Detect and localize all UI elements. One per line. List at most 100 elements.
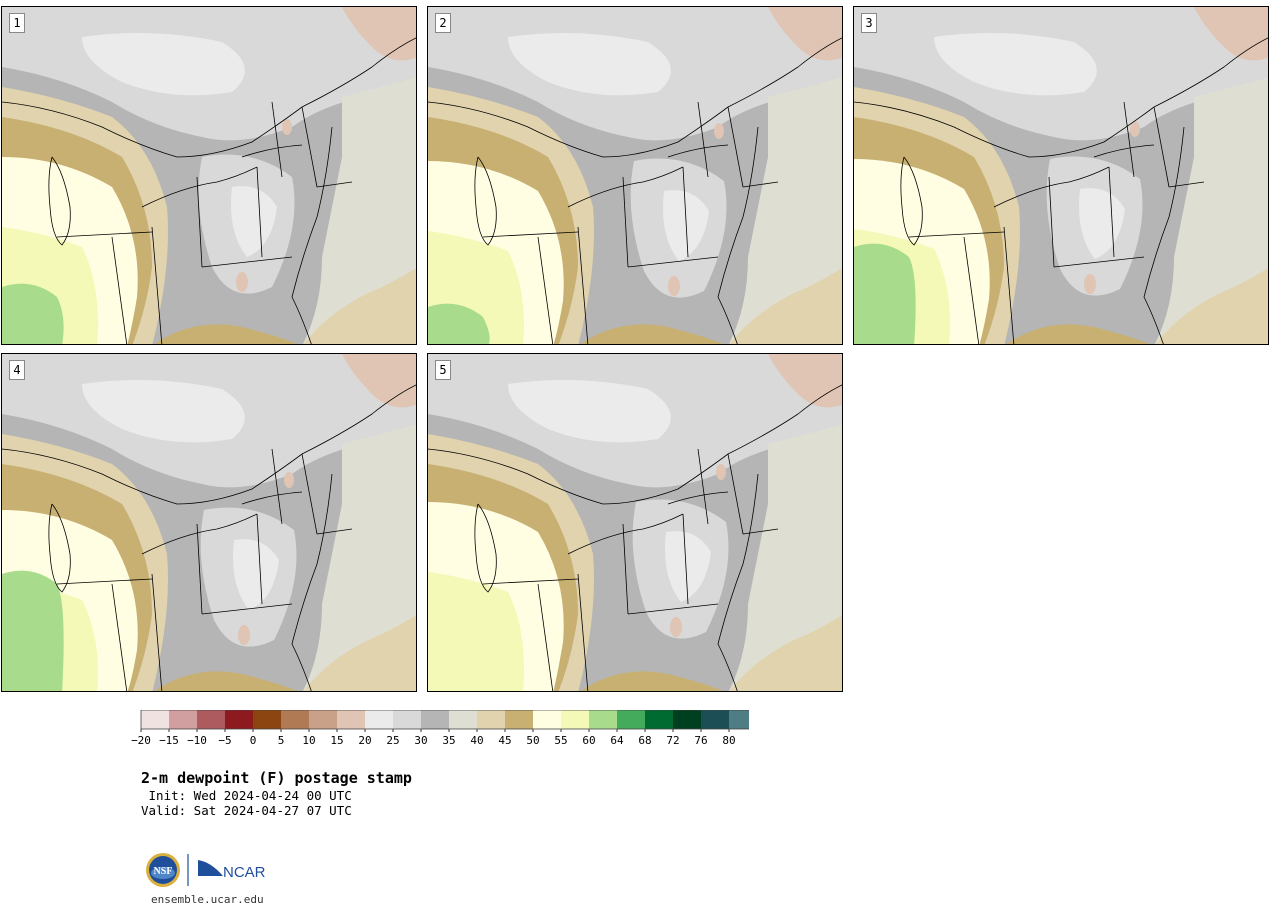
shading-20-interior bbox=[665, 531, 711, 602]
boundary-line bbox=[854, 37, 1268, 158]
dewpoint-map-5 bbox=[428, 354, 842, 691]
colorbar-swatch bbox=[589, 710, 617, 729]
boundary-line bbox=[908, 231, 1005, 238]
boundary-line bbox=[577, 573, 589, 691]
colorbar-swatch bbox=[505, 710, 533, 729]
colorbar-tick-label: 30 bbox=[414, 734, 427, 747]
init-time: Init: Wed 2024-04-24 00 UTC bbox=[141, 788, 352, 803]
colorbar-swatch bbox=[701, 710, 729, 729]
shading-40-ocean-south bbox=[303, 615, 416, 691]
colorbar-swatch bbox=[421, 710, 449, 729]
colorbar-swatch bbox=[281, 710, 309, 729]
boundary-line bbox=[622, 523, 629, 615]
boundary-line bbox=[667, 144, 729, 158]
boundary-line bbox=[56, 578, 153, 585]
boundary-line bbox=[241, 144, 303, 158]
colorbar-tick-label: 15 bbox=[330, 734, 343, 747]
boundary-line bbox=[151, 573, 163, 691]
plot-title: 2-m dewpoint (F) postage stamp bbox=[141, 769, 412, 787]
colorbar-swatch bbox=[729, 710, 749, 729]
shading-55-west bbox=[428, 572, 524, 691]
boundary-line bbox=[667, 491, 729, 505]
panel-number-label: 5 bbox=[435, 360, 451, 380]
boundary-line bbox=[256, 166, 263, 258]
shading-35-ocean bbox=[1154, 77, 1268, 344]
ncar-logo: NCAR bbox=[198, 860, 266, 881]
boundary-line bbox=[1003, 226, 1015, 344]
boundary-line bbox=[482, 578, 579, 585]
panel-number-label: 3 bbox=[861, 13, 877, 33]
colorbar-swatch bbox=[169, 710, 197, 729]
shading-35-ocean bbox=[302, 77, 416, 344]
shading-15-patch bbox=[670, 617, 682, 637]
boundary-line bbox=[241, 491, 303, 505]
boundary-line bbox=[727, 453, 744, 535]
shading-40-ocean-south bbox=[729, 268, 842, 344]
dewpoint-map-3 bbox=[854, 7, 1268, 344]
colorbar-tick-label: 80 bbox=[722, 734, 735, 747]
boundary-line bbox=[567, 166, 684, 208]
boundary-line bbox=[697, 101, 709, 178]
boundary-line bbox=[682, 166, 689, 258]
colorbar-tick-label: 76 bbox=[694, 734, 707, 747]
boundary-line bbox=[301, 453, 318, 535]
colorbar-swatch bbox=[533, 710, 561, 729]
shading-15-northeast bbox=[768, 7, 842, 61]
colorbar-tick-label: 5 bbox=[278, 734, 285, 747]
colorbar-tick-label: 20 bbox=[358, 734, 371, 747]
colorbar-tick-label: −10 bbox=[187, 734, 207, 747]
boundary-line bbox=[1153, 106, 1170, 188]
shading-15-patch bbox=[282, 119, 292, 135]
shading-20-interior bbox=[231, 186, 277, 257]
colorbar-swatch bbox=[141, 710, 169, 729]
colorbar-swatch bbox=[477, 710, 505, 729]
boundary-line bbox=[316, 528, 353, 535]
boundary-line bbox=[48, 503, 71, 593]
stamp-panel-2: 2 bbox=[427, 6, 843, 345]
colorbar-tick-label: 45 bbox=[498, 734, 511, 747]
boundary-line bbox=[474, 503, 497, 593]
shading-45-southeast bbox=[154, 671, 298, 691]
boundary-line bbox=[717, 126, 759, 344]
boundary-line bbox=[2, 37, 416, 158]
colorbar-swatch bbox=[673, 710, 701, 729]
shading-60-west bbox=[2, 283, 64, 344]
shading-20-north bbox=[934, 33, 1097, 96]
ncar-logo-text: NCAR bbox=[223, 864, 266, 881]
boundary-line bbox=[428, 37, 842, 158]
boundary-line bbox=[577, 226, 589, 344]
shading-40-ocean-south bbox=[303, 268, 416, 344]
shading-45-southeast bbox=[1006, 324, 1150, 344]
boundary-line bbox=[1168, 181, 1205, 188]
shading-15-patch bbox=[716, 464, 726, 480]
colorbar-tick-label: 35 bbox=[442, 734, 455, 747]
boundary-line bbox=[316, 181, 353, 188]
boundary-line bbox=[196, 176, 203, 268]
title-block: 2-m dewpoint (F) postage stamp Init: Wed… bbox=[141, 768, 412, 818]
boundary-line bbox=[201, 256, 293, 268]
colorbar-swatch bbox=[253, 710, 281, 729]
dewpoint-map-4 bbox=[2, 354, 416, 691]
shading-60-west bbox=[2, 570, 64, 691]
shading-15-patch bbox=[1130, 121, 1140, 137]
dewpoint-map-2 bbox=[428, 7, 842, 344]
colorbar-swatch bbox=[309, 710, 337, 729]
boundary-line bbox=[271, 448, 283, 525]
boundary-line bbox=[742, 528, 779, 535]
boundary-line bbox=[482, 231, 579, 238]
stamp-panel-1: 1 bbox=[1, 6, 417, 345]
shading-35-ocean bbox=[302, 424, 416, 691]
shading-40-ocean-south bbox=[1155, 268, 1268, 344]
shading-20-interior bbox=[233, 539, 279, 610]
map-boundaries bbox=[2, 384, 416, 691]
boundary-line bbox=[111, 583, 128, 691]
boundary-line bbox=[56, 231, 153, 238]
boundary-line bbox=[271, 101, 283, 178]
boundary-line bbox=[301, 106, 318, 188]
colorbar-swatch bbox=[561, 710, 589, 729]
boundary-line bbox=[1048, 176, 1055, 268]
boundary-line bbox=[1108, 166, 1115, 258]
colorbar-swatch bbox=[645, 710, 673, 729]
colorbar-tick-label: 64 bbox=[610, 734, 624, 747]
boundary-line bbox=[256, 513, 263, 605]
